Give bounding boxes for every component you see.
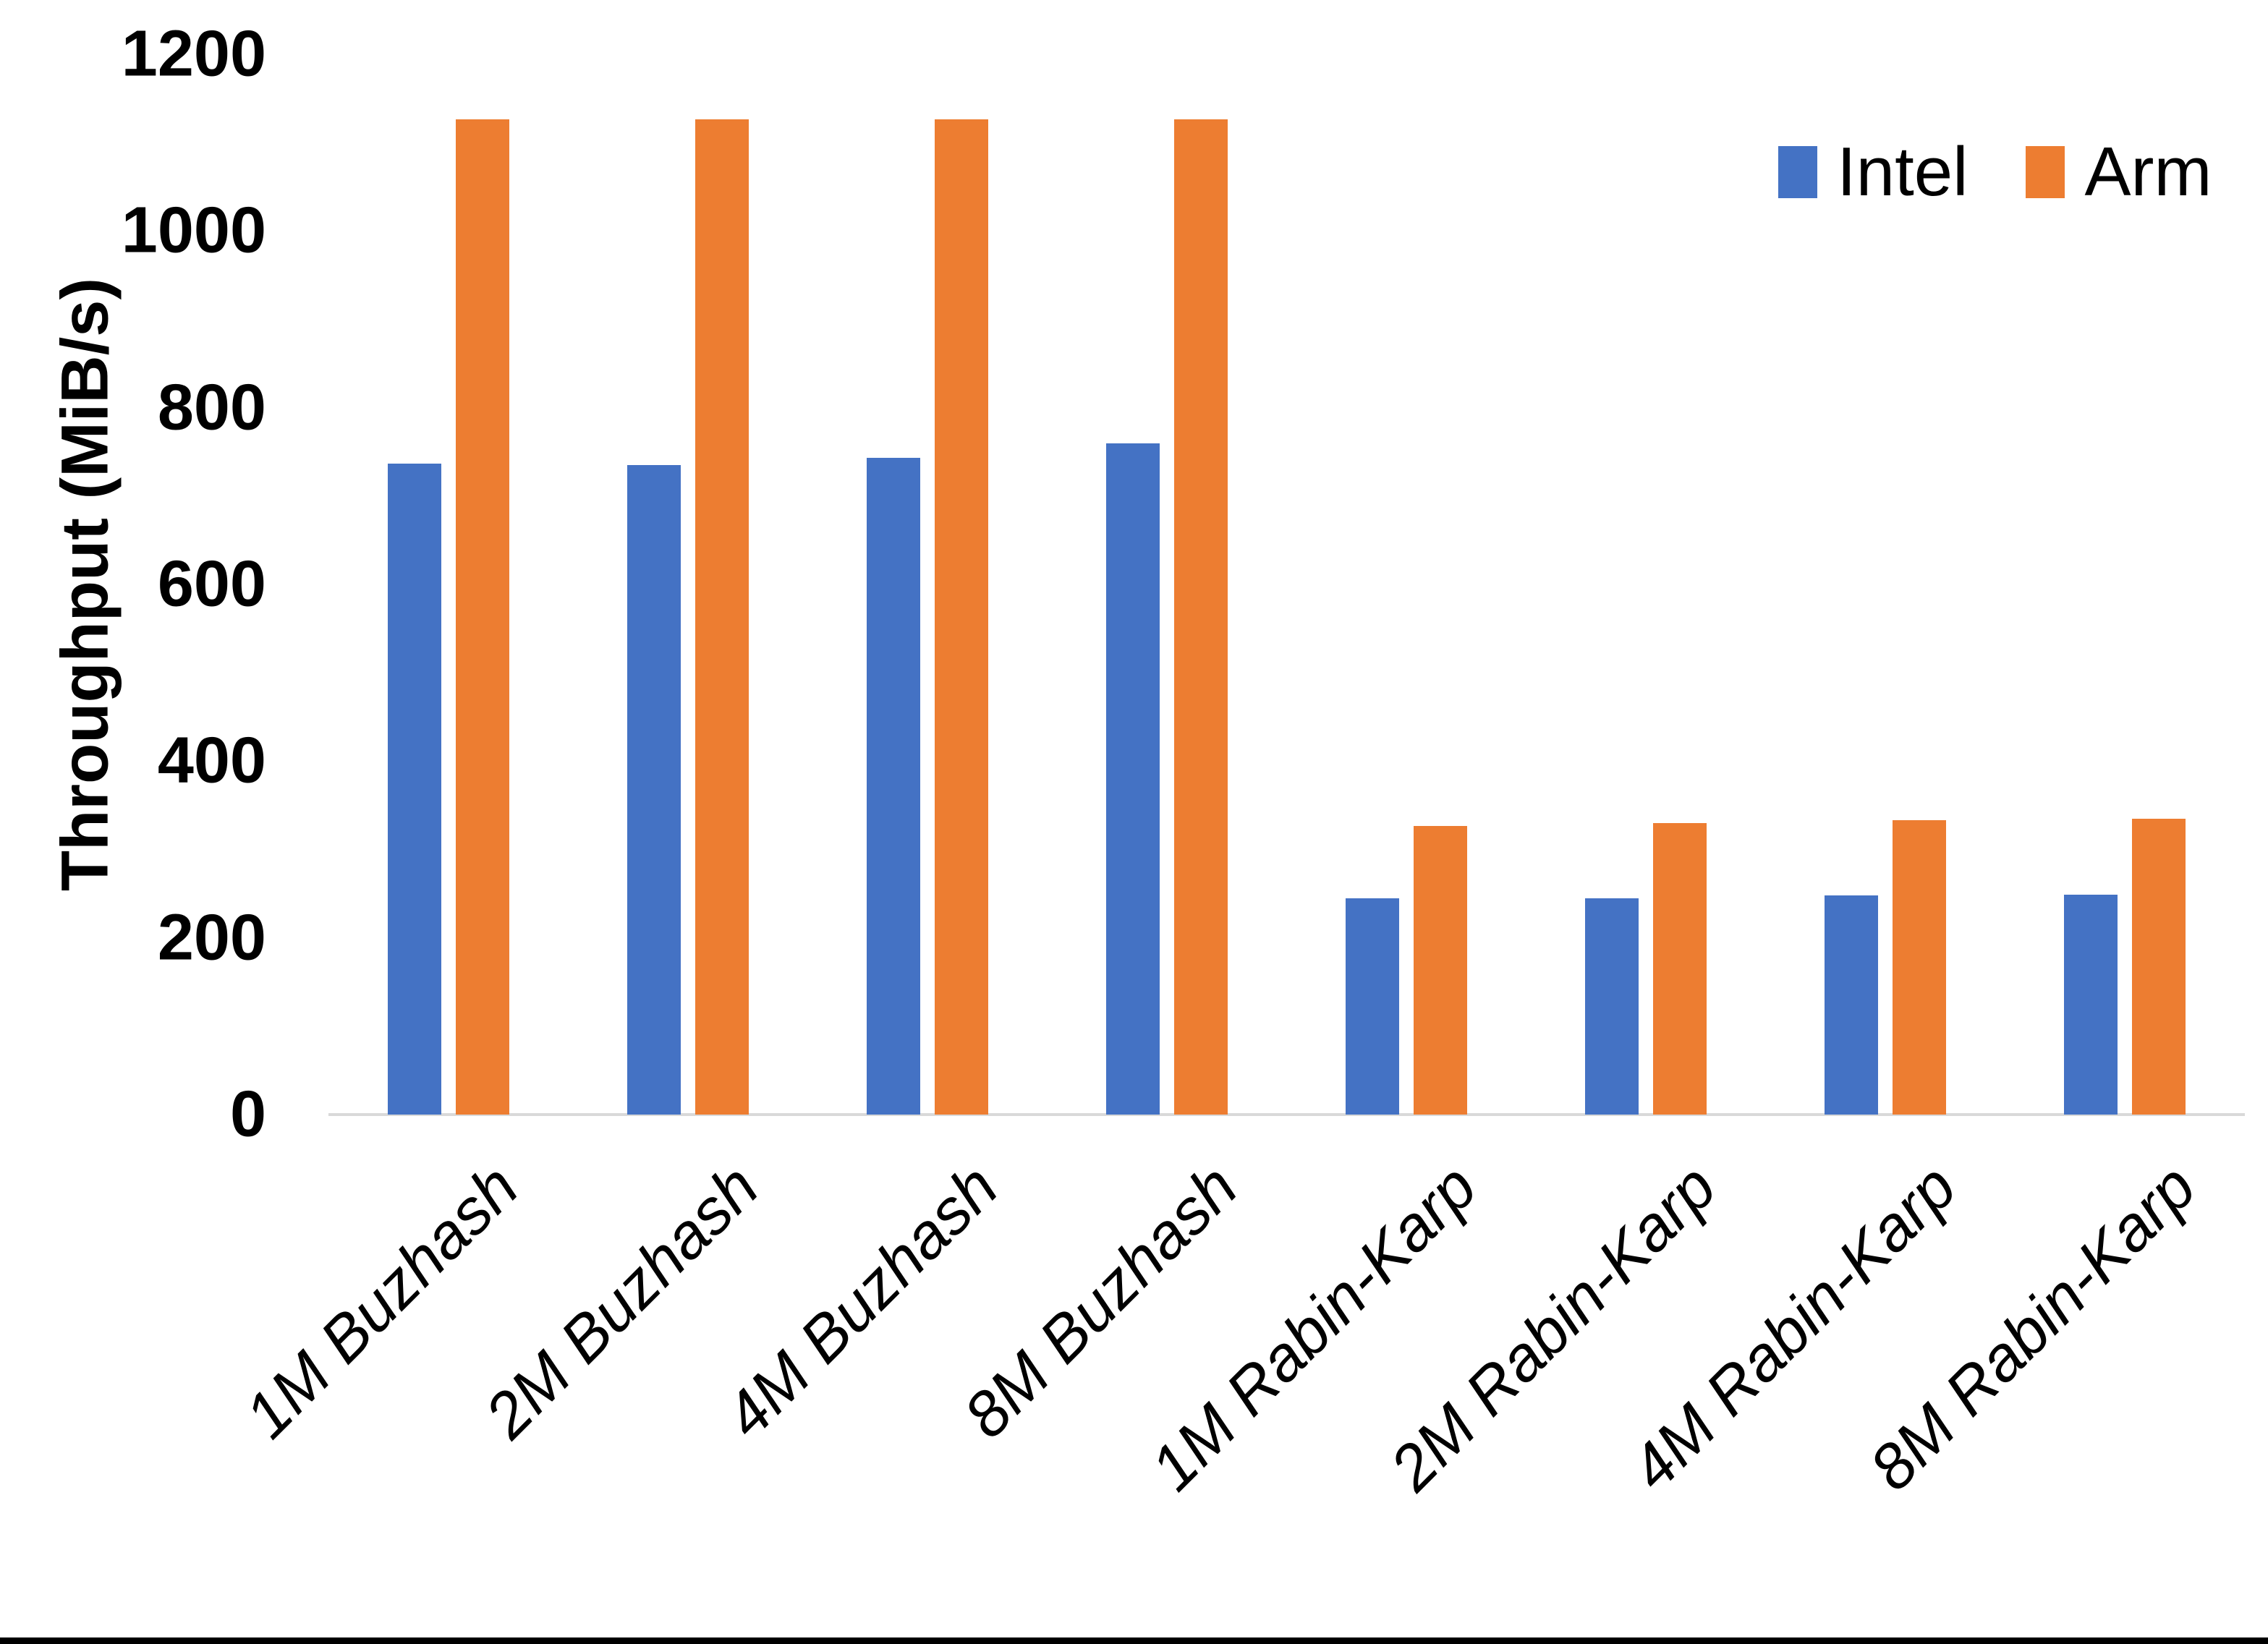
bar-intel-2m-rabin-karp [1585,898,1639,1115]
bar-arm-2m-buzhash [695,119,749,1115]
bar-intel-8m-buzhash [1106,443,1160,1115]
bar-arm-2m-rabin-karp [1653,823,1707,1115]
bar-intel-1m-buzhash [388,464,441,1115]
bar-arm-8m-rabin-karp [2132,819,2186,1115]
bar-intel-1m-rabin-karp [1346,898,1399,1115]
bar-arm-8m-buzhash [1174,119,1228,1115]
legend-item-intel: Intel [1778,137,1968,207]
y-tick-label-200: 200 [157,901,266,974]
bar-intel-2m-buzhash [627,465,681,1115]
legend-label-intel: Intel [1837,133,1968,210]
bar-intel-4m-buzhash [867,458,920,1115]
bar-intel-8m-rabin-karp [2064,895,2118,1115]
bar-arm-1m-rabin-karp [1414,826,1467,1115]
x-axis-line [328,1113,2245,1116]
legend-label-arm: Arm [2084,133,2212,210]
bar-arm-1m-buzhash [456,119,509,1115]
y-tick-label-0: 0 [229,1078,266,1151]
legend: Intel Arm [1778,137,2212,207]
y-tick-label-400: 400 [157,724,266,797]
legend-swatch-arm [2026,146,2065,198]
y-tick-label-800: 800 [157,371,266,444]
y-tick-label-1200: 1200 [121,17,266,90]
y-axis-title: Throughput (MiB/s) [48,277,122,892]
bottom-border [0,1637,2268,1644]
legend-swatch-intel [1778,146,1817,198]
bar-intel-4m-rabin-karp [1825,895,1878,1115]
bar-arm-4m-buzhash [935,119,988,1115]
y-tick-label-1000: 1000 [121,194,266,267]
legend-item-arm: Arm [2026,137,2212,207]
y-tick-label-600: 600 [157,548,266,621]
bar-arm-4m-rabin-karp [1893,820,1946,1115]
